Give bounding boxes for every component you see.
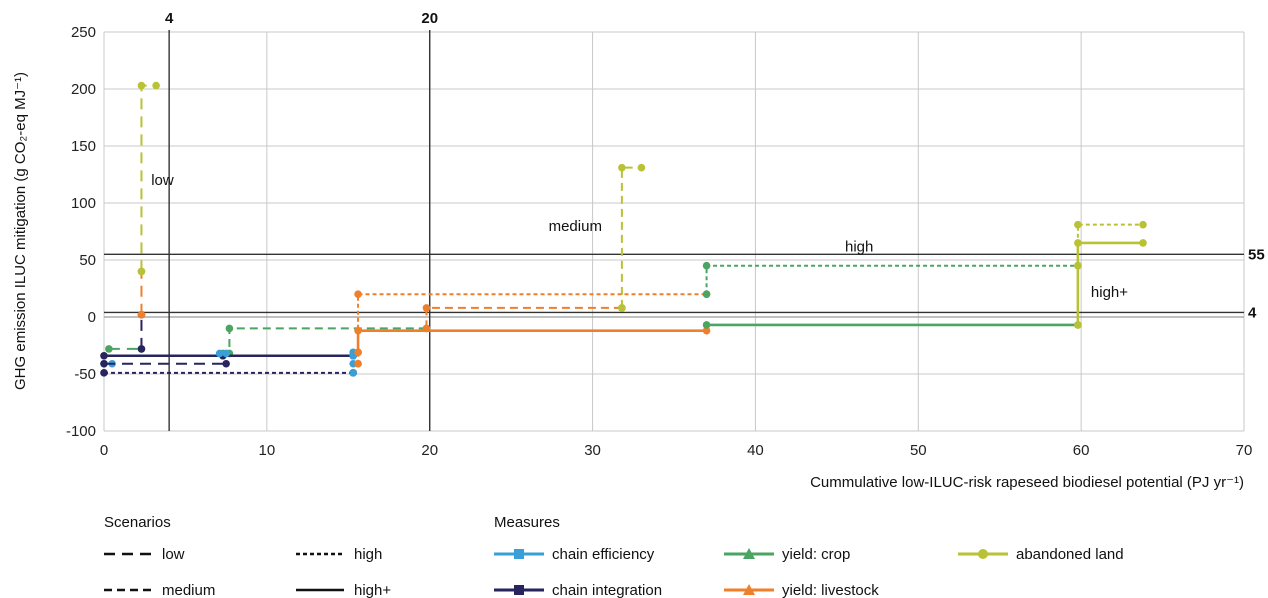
- legend-label: yield: crop: [782, 546, 850, 563]
- reference-label-horizontal: 55: [1248, 246, 1265, 263]
- series-line-high: [705, 264, 1078, 295]
- y-tick-label: 0: [88, 309, 96, 326]
- data-point: [354, 348, 362, 357]
- data-point: [702, 321, 711, 329]
- y-tick-label: 150: [71, 138, 96, 155]
- x-tick-label: 70: [1236, 442, 1253, 459]
- data-point: [152, 81, 160, 90]
- data-point: [702, 261, 711, 270]
- legend-marker-square: [514, 549, 524, 559]
- data-point: [422, 304, 431, 312]
- data-point: [1074, 220, 1082, 229]
- data-point: [349, 369, 357, 377]
- series-line-medium: [222, 327, 427, 355]
- data-point: [1074, 239, 1082, 247]
- legend-label: high: [354, 546, 382, 563]
- data-point: [222, 359, 230, 368]
- y-tick-label: 50: [79, 252, 96, 269]
- data-point: [137, 267, 146, 276]
- data-point: [1074, 321, 1082, 329]
- x-tick-label: 20: [421, 442, 438, 459]
- legend-measures-title: Measures: [494, 514, 560, 531]
- y-tick-label: 200: [71, 81, 96, 98]
- x-tick-label: 40: [747, 442, 764, 459]
- data-point: [100, 351, 108, 360]
- scenario-annotation: high+: [1091, 284, 1128, 301]
- x-tick-label: 0: [100, 442, 108, 459]
- data-point: [702, 290, 711, 299]
- legend-scenarios-title: Scenarios: [104, 514, 171, 531]
- y-tick-label: -50: [74, 366, 96, 383]
- series-line-high: [1076, 223, 1144, 266]
- y-axis-title: GHG emission ILUC mitigation (g CO₂-eq M…: [12, 72, 29, 390]
- data-point: [137, 81, 146, 90]
- reference-label-horizontal: 4: [1248, 304, 1257, 321]
- legend-label: chain integration: [552, 582, 662, 598]
- x-tick-label: 10: [259, 442, 276, 459]
- data-point: [1139, 220, 1147, 229]
- data-point: [354, 290, 362, 299]
- scenario-annotation: medium: [549, 218, 602, 235]
- legend-marker-circle: [978, 549, 988, 559]
- scenario-annotation: low: [151, 172, 174, 189]
- legend-label: medium: [162, 582, 215, 598]
- legend-label: high+: [354, 582, 391, 598]
- series-line-medium: [620, 166, 642, 308]
- data-point: [137, 345, 146, 353]
- data-point: [222, 349, 230, 358]
- y-tick-label: 100: [71, 195, 96, 212]
- data-point: [354, 359, 362, 368]
- y-tick-label: -100: [66, 423, 96, 440]
- x-tick-label: 50: [910, 442, 927, 459]
- data-point: [215, 349, 224, 358]
- x-tick-label: 30: [584, 442, 601, 459]
- legend-label: abandoned land: [1016, 546, 1124, 563]
- scenario-annotation: high: [845, 238, 873, 255]
- legend-label: low: [162, 546, 185, 563]
- x-tick-label: 60: [1073, 442, 1090, 459]
- data-point: [100, 369, 108, 377]
- data-point: [225, 324, 234, 333]
- reference-label-vertical: 4: [165, 10, 174, 27]
- legend-label: chain efficiency: [552, 546, 655, 563]
- x-axis-title: Cummulative low-ILUC-risk rapeseed biodi…: [810, 474, 1244, 491]
- legend-label: yield: livestock: [782, 582, 879, 598]
- reference-label-vertical: 20: [421, 10, 438, 27]
- y-tick-label: 250: [71, 24, 96, 41]
- data-point: [637, 163, 646, 172]
- data-point: [354, 326, 362, 335]
- data-point: [618, 304, 626, 312]
- data-point: [100, 359, 108, 368]
- legend-marker-triangle: [743, 584, 755, 595]
- data-point: [105, 345, 113, 353]
- legend-marker-square: [514, 585, 524, 595]
- data-point: [702, 326, 711, 335]
- legend-marker-triangle: [743, 548, 755, 559]
- series-line-high-plus: [356, 329, 707, 353]
- data-point: [618, 163, 626, 172]
- data-point: [137, 310, 146, 319]
- data-point: [1139, 239, 1147, 247]
